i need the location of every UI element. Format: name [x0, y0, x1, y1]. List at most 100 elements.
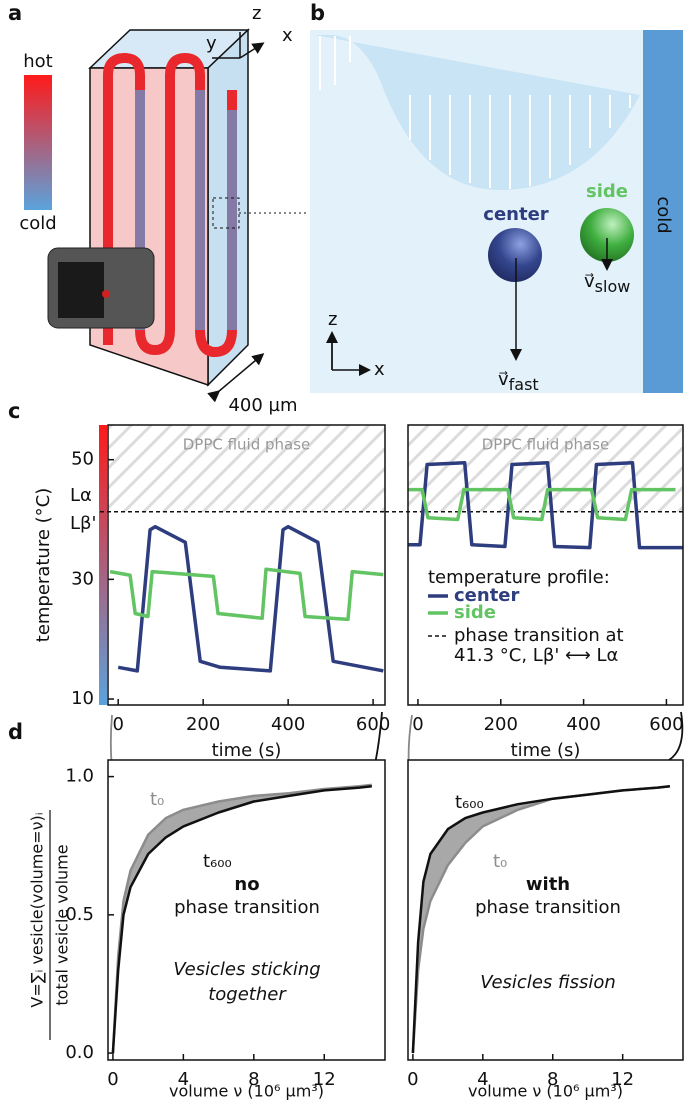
panel-b: cold center side v⃗fast v⃗slow z x — [310, 30, 683, 394]
y-tick-label: 0.0 — [65, 1042, 94, 1063]
x-tick-label: 8 — [547, 1069, 558, 1090]
series-line — [111, 785, 372, 1054]
side-vesicle — [580, 208, 634, 262]
plot-frame — [407, 759, 684, 1061]
axis-z: z — [252, 3, 261, 24]
x-tick-label: 8 — [248, 1069, 259, 1090]
x-axis-label: time (s) — [212, 740, 282, 761]
annotation: phase transition — [174, 897, 320, 918]
fluid-region — [108, 425, 385, 512]
axis-z: z — [328, 309, 337, 330]
x-tick-label: 0 — [407, 1069, 418, 1090]
series-line — [111, 783, 372, 1054]
legend-label: side — [454, 602, 496, 623]
y-tick-label: 10 — [71, 688, 94, 709]
x-tick-label: 200 — [484, 714, 518, 735]
x-axis-label: volume ν (10⁶ µm³) — [468, 1082, 623, 1101]
x-axis-label: time (s) — [511, 740, 581, 761]
x-tick-label: 12 — [313, 1069, 336, 1090]
transition-label: Lα — [70, 485, 92, 506]
x-tick-label: 0 — [412, 714, 423, 735]
axis-y: y — [206, 33, 217, 54]
scale-arrow — [207, 353, 265, 403]
x-tick-label: 600 — [356, 714, 390, 735]
y-tick-label: 1.0 — [65, 766, 94, 787]
side-label: side — [586, 181, 628, 202]
y-axis-label: total vesicle volume — [53, 844, 72, 1005]
flow-loop — [103, 52, 237, 358]
series-line — [411, 785, 671, 1054]
plot-frame — [107, 424, 386, 706]
vector-symbol: v⃗ — [498, 369, 509, 390]
axis-x: x — [374, 359, 385, 380]
series-label: t₀ — [150, 789, 164, 810]
region-label: DPPC fluid phase — [183, 436, 311, 454]
series-label: t₀ — [493, 851, 507, 872]
annotation: with — [526, 874, 570, 895]
panel-label: a — [8, 1, 22, 25]
axis-x: x — [282, 25, 293, 46]
vector-symbol: v⃗ — [584, 271, 595, 292]
region-label: DPPC fluid phase — [482, 436, 610, 454]
annotation: together — [208, 984, 287, 1005]
x-axis-label: volume ν (10⁶ µm³) — [169, 1082, 324, 1101]
series-line — [117, 524, 384, 673]
x-tick-label: 200 — [186, 714, 220, 735]
legend-title: temperature profile: — [428, 567, 610, 588]
colorbar — [24, 75, 52, 210]
series-line — [408, 487, 676, 522]
slow-label: v⃗slow — [584, 271, 630, 296]
region-box — [212, 197, 240, 229]
y-axis-label: V=∑ᵢ vesicle(volume=ν)ᵢ — [28, 812, 47, 1007]
hot-label: hot — [23, 51, 52, 72]
x-tick-label: 4 — [477, 1069, 488, 1090]
center-label: center — [483, 204, 549, 225]
annotation: Vesicles sticking — [173, 959, 320, 980]
series-line — [408, 460, 683, 550]
cold-label: cold — [19, 213, 56, 234]
wall-label: cold — [653, 196, 674, 233]
series-label: t₆₀₀ — [203, 851, 232, 872]
axes-3d — [212, 32, 262, 59]
annotation: no — [234, 874, 259, 895]
x-tick-label: 0 — [107, 1069, 118, 1090]
legend-label: center — [454, 585, 520, 606]
panel-label: b — [310, 1, 325, 25]
panel-a: hot cold z y x 400 µm — [19, 3, 306, 416]
x-tick-label: 4 — [178, 1069, 189, 1090]
plot-area — [408, 760, 683, 1060]
temperature-colorbar — [99, 425, 107, 705]
annotation: Vesicles fission — [480, 972, 616, 993]
cold-wall — [643, 30, 683, 393]
velocity-arrows — [319, 36, 631, 189]
x-tick-label: 600 — [649, 714, 683, 735]
x-tick-label: 0 — [112, 714, 123, 735]
x-tick-label: 400 — [566, 714, 600, 735]
center-vesicle — [488, 228, 542, 282]
y-tick-label: 50 — [71, 449, 94, 470]
fast-sub: fast — [509, 375, 539, 394]
camera-screen — [58, 262, 104, 318]
scale-label: 400 µm — [228, 395, 297, 416]
plot-frame — [407, 424, 684, 706]
plot-area — [108, 760, 385, 1060]
legend-label: 41.3 °C, Lβ' ⟷ Lα — [454, 645, 618, 666]
y-axis-label: temperature (°C) — [33, 488, 54, 642]
panel-label: c — [8, 399, 20, 423]
series-label: t₆₀₀ — [455, 792, 484, 813]
x-tick-label: 400 — [271, 714, 305, 735]
y-tick-label: 0.5 — [65, 904, 94, 925]
slow-sub: slow — [595, 277, 631, 296]
legend-label: phase transition at — [454, 625, 624, 646]
plot-frame — [107, 759, 386, 1061]
fast-label: v⃗fast — [498, 369, 539, 394]
series-line — [109, 567, 384, 622]
y-tick-label: 30 — [71, 568, 94, 589]
panel-label: d — [8, 720, 23, 744]
transition-label: Lβ' — [70, 513, 96, 534]
velocity-profile — [315, 35, 640, 190]
annotation: phase transition — [475, 897, 621, 918]
camera-led — [102, 290, 110, 298]
x-tick-label: 12 — [611, 1069, 634, 1090]
